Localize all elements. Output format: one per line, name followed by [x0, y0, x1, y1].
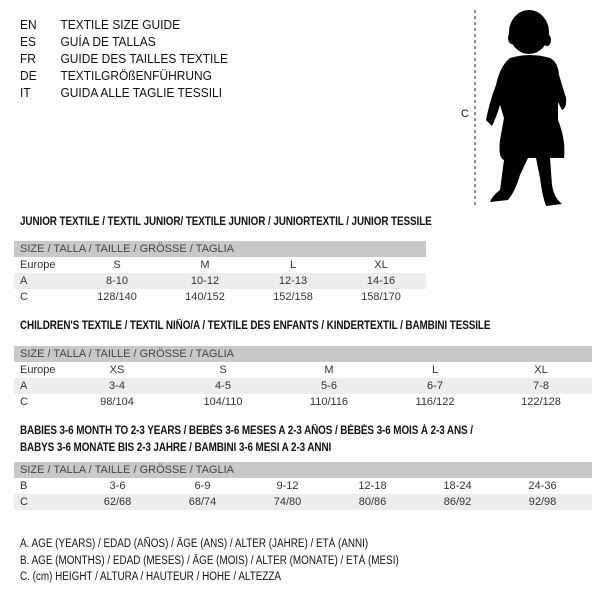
table-row: C 98/104 104/110 110/116 116/122 122/128: [14, 394, 592, 410]
row-label: C: [20, 496, 28, 508]
table-row: Europe S M L XL: [14, 257, 426, 273]
table-cell: M: [324, 364, 334, 376]
table-cell: L: [289, 259, 297, 271]
title-line-de: DE TEXTILGRÖßENFÜHRUNG: [20, 68, 212, 83]
row-label: Europe: [20, 364, 56, 376]
row-label: C: [20, 396, 28, 408]
title-line-en: EN TEXTILE SIZE GUIDE: [20, 17, 181, 32]
row-label: B: [20, 480, 28, 492]
table-cell: 74/80: [273, 496, 302, 508]
junior-heading: JUNIOR TEXTILE / TEXTIL JUNIOR/ TEXTILE …: [20, 216, 432, 228]
title-line-es: ES GUÍA DE TALLAS: [20, 34, 156, 49]
table-cell: 24-36: [528, 480, 557, 492]
table-cell: XS: [109, 364, 125, 376]
table-cell: 104/110: [203, 396, 243, 408]
children-size-table: SIZE / TALLA / TAILLE / GRÖSSE / TAGLIA E…: [14, 346, 592, 410]
baby-silhouette-icon: [474, 10, 567, 207]
table-cell: 80/86: [358, 496, 387, 508]
table-row: A 3-4 4-5 5-6 6-7 7-8: [14, 378, 592, 394]
table-cell: XL: [374, 259, 388, 271]
babies-size-table: SIZE / TALLA / TAILLE / GRÖSSE / TAGLIA B…: [14, 462, 592, 510]
table-cell: 5-6: [321, 380, 337, 392]
size-header-label: SIZE / TALLA / TAILLE / GRÖSSE / TAGLIA: [20, 348, 234, 360]
table-cell: 3-6: [109, 480, 126, 492]
table-cell: 98/104: [100, 396, 134, 408]
row-label: A: [20, 380, 28, 392]
junior-size-table: SIZE / TALLA / TAILLE / GRÖSSE / TAGLIA E…: [14, 241, 426, 305]
table-row: B 3-6 6-9 9-12 12-18 18-24 24-36: [14, 478, 592, 494]
height-figure: C: [440, 0, 600, 215]
table-row: C 128/140 140/152 152/158 158/170: [14, 289, 426, 305]
size-header-row: SIZE / TALLA / TAILLE / GRÖSSE / TAGLIA: [14, 241, 426, 257]
table-cell: 68/74: [188, 496, 217, 508]
table-cell: 18-24: [443, 480, 472, 492]
legend-a: A. AGE (YEARS) / EDAD (AÑOS) / ÂGE (ANS)…: [20, 538, 369, 550]
row-label: C: [20, 291, 28, 303]
table-cell: 3-4: [109, 380, 125, 392]
height-label: C: [461, 108, 469, 120]
table-row: Europe XS S M L XL: [14, 362, 592, 378]
row-label: Europe: [20, 259, 56, 271]
table-cell: 116/122: [415, 396, 455, 408]
size-header-label: SIZE / TALLA / TAILLE / GRÖSSE / TAGLIA: [20, 464, 234, 476]
table-cell: 62/68: [103, 496, 132, 508]
table-cell: 6-9: [194, 480, 211, 492]
table-cell: 92/98: [528, 496, 557, 508]
title-line-it: IT GUIDA ALLE TAGLIE TESSILI: [20, 85, 223, 100]
table-cell: L: [431, 364, 439, 376]
table-cell: 128/140: [97, 291, 137, 303]
children-heading: CHILDREN'S TEXTILE / TEXTIL NIÑO/A / TEX…: [20, 320, 491, 332]
table-cell: 14-16: [366, 275, 396, 287]
title-line-fr: FR GUIDE DES TAILLES TEXTILE: [20, 51, 228, 66]
table-row: A 8-10 10-12 12-13 14-16: [14, 273, 426, 289]
table-cell: 12-18: [358, 480, 387, 492]
table-cell: 7-8: [533, 380, 549, 392]
table-cell: XL: [534, 364, 548, 376]
table-cell: 158/170: [361, 291, 401, 303]
table-cell: M: [200, 259, 210, 271]
table-cell: 110/116: [309, 396, 349, 408]
babies-heading-line1: BABIES 3-6 MONTH TO 2-3 YEARS / BEBÉS 3-…: [20, 425, 473, 437]
table-cell: 12-13: [278, 275, 308, 287]
table-cell: 86/92: [443, 496, 472, 508]
table-cell: 9-12: [276, 480, 299, 492]
row-label: A: [20, 275, 28, 287]
babies-heading-line2: BABYS 3-6 MONATE BIS 2-3 JAHRE / BAMBINI…: [20, 442, 332, 454]
table-cell: 4-5: [215, 380, 231, 392]
table-cell: 140/152: [185, 291, 225, 303]
table-cell: 152/158: [273, 291, 313, 303]
size-header-row: SIZE / TALLA / TAILLE / GRÖSSE / TAGLIA: [14, 346, 592, 362]
table-cell: 6-7: [427, 380, 443, 392]
table-cell: S: [113, 259, 121, 271]
legend-b: B. AGE (MONTHS) / EDAD (MESES) / ÂGE (MO…: [20, 555, 399, 567]
table-cell: 122/128: [521, 396, 561, 408]
table-cell: S: [219, 364, 227, 376]
table-row: C 62/68 68/74 74/80 80/86 86/92 92/98: [14, 494, 592, 510]
size-header-label: SIZE / TALLA / TAILLE / GRÖSSE / TAGLIA: [20, 243, 234, 255]
size-header-row: SIZE / TALLA / TAILLE / GRÖSSE / TAGLIA: [14, 462, 592, 478]
legend-c: C. (cm) HEIGHT / ALTURA / HAUTEUR / HÖHE…: [20, 571, 282, 583]
table-cell: 10-12: [190, 275, 220, 287]
table-cell: 8-10: [105, 275, 129, 287]
